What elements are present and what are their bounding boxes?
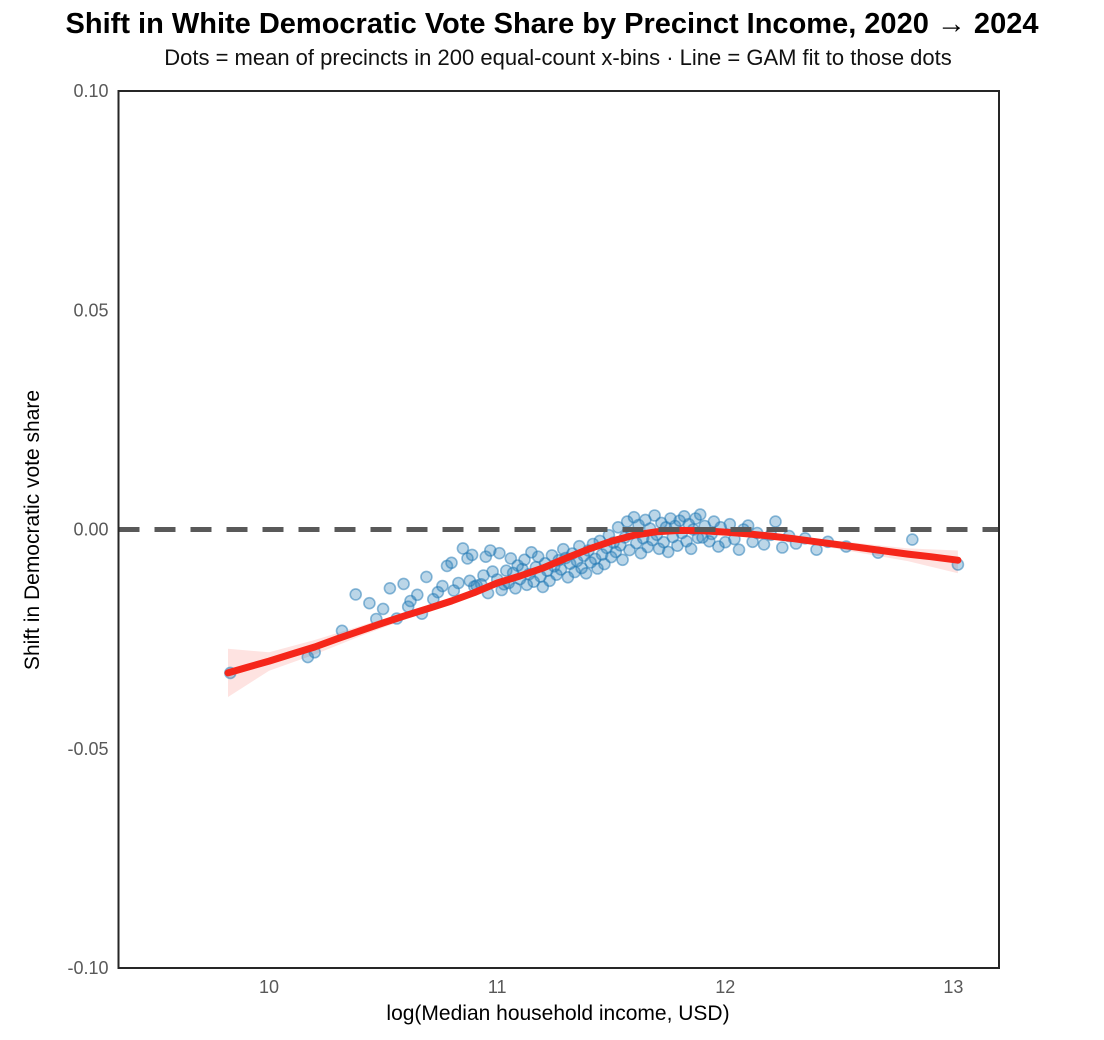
- y-tick-label: 0.05: [73, 300, 108, 320]
- scatter-dot: [465, 548, 479, 562]
- scatter-dot: [684, 542, 698, 556]
- scatter-dot: [775, 541, 789, 554]
- scatter-dot: [588, 552, 602, 566]
- scatter-dot: [452, 576, 465, 590]
- scatter-dot: [905, 533, 919, 546]
- scatter-dot: [712, 540, 725, 553]
- scatter-dot: [456, 542, 470, 555]
- scatter-dot: [493, 546, 506, 560]
- scatter-dot: [616, 553, 629, 567]
- scatter-dot: [410, 588, 424, 602]
- x-tick-label: 10: [259, 977, 279, 997]
- x-axis-title: log(Median household income, USD): [386, 1002, 730, 1025]
- scatter-dot: [702, 534, 716, 548]
- scatter-dot: [420, 570, 433, 584]
- gam-line: [224, 526, 962, 677]
- scatter-dot: [525, 545, 538, 559]
- scatter-dot: [483, 544, 497, 557]
- scatter-dot: [732, 543, 746, 557]
- scatter-dot: [579, 566, 593, 580]
- scatter-dot: [436, 579, 449, 593]
- scatter-dot: [376, 602, 390, 616]
- scatter-dot: [661, 545, 675, 559]
- scatter-dot: [757, 538, 771, 551]
- scatter-dot: [693, 508, 707, 521]
- scatter-dot: [499, 564, 513, 578]
- scatter-dot: [609, 545, 623, 559]
- scatter-dot: [591, 562, 604, 575]
- y-tick-label: -0.05: [67, 739, 108, 759]
- x-tick-label: 11: [488, 977, 507, 997]
- scatter-dot: [810, 543, 823, 557]
- x-tick-label: 12: [715, 977, 735, 997]
- y-tick-label: 0.10: [73, 81, 108, 101]
- scatter-dot: [397, 577, 410, 591]
- y-tick-label: 0.00: [73, 520, 108, 540]
- scatter-dot: [363, 596, 376, 610]
- scatter-dot: [383, 581, 397, 595]
- scatter-dot: [769, 515, 782, 528]
- scatter-dot: [349, 588, 363, 601]
- plot-border: [117, 90, 1000, 969]
- y-tick-label: -0.10: [67, 958, 108, 978]
- chart-subtitle: Dots = mean of precincts in 200 equal-co…: [164, 45, 952, 70]
- scatter-dot: [518, 553, 531, 567]
- x-tick-label: 13: [943, 977, 963, 997]
- scatter-dot: [445, 556, 458, 570]
- chart-title: Shift in White Democratic Vote Share by …: [65, 8, 1039, 40]
